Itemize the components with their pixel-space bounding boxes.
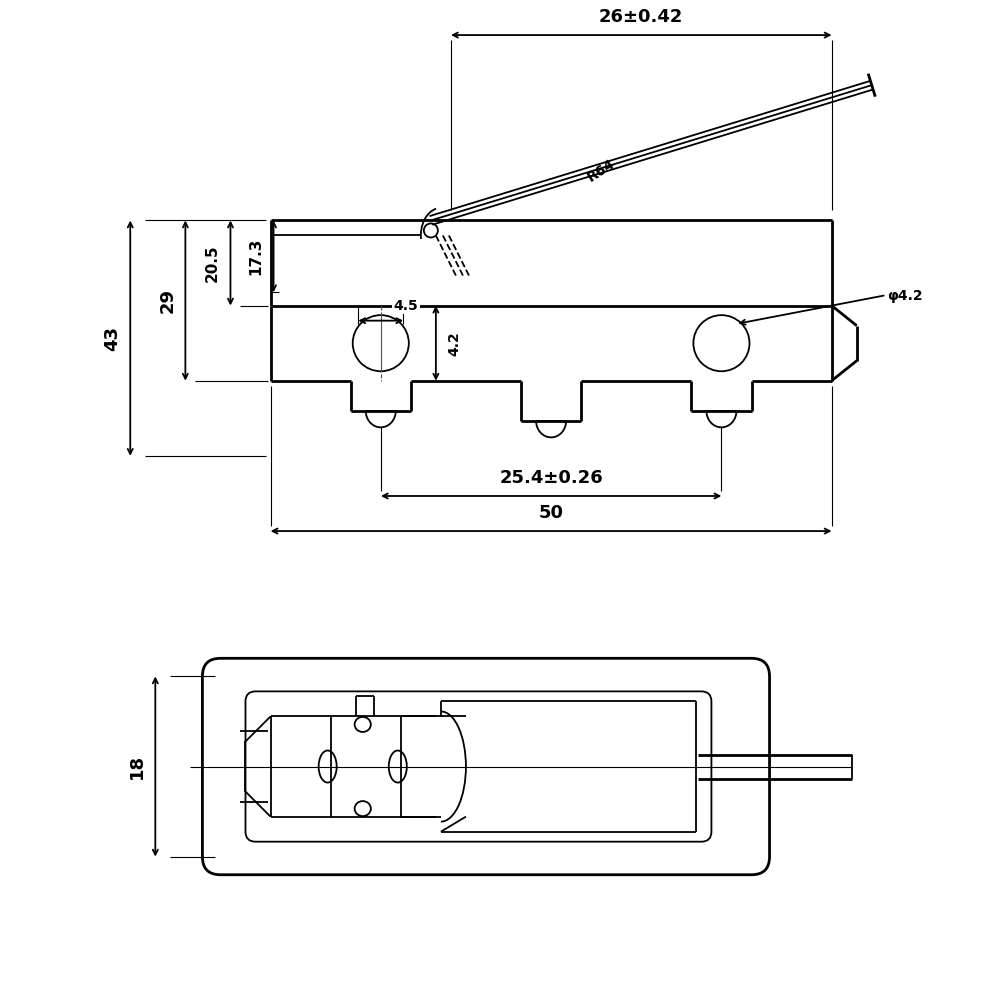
Text: 50: 50: [539, 504, 563, 522]
Text: 29: 29: [158, 289, 176, 313]
Text: R64: R64: [585, 156, 617, 184]
Text: 4.5: 4.5: [394, 299, 418, 313]
Text: 25.4±0.26: 25.4±0.26: [499, 469, 603, 487]
Text: 18: 18: [128, 754, 146, 780]
Text: 17.3: 17.3: [248, 237, 263, 276]
Text: 26±0.42: 26±0.42: [599, 8, 683, 26]
Text: 43: 43: [103, 326, 121, 351]
Text: 20.5: 20.5: [205, 244, 219, 282]
Text: 4.2: 4.2: [447, 331, 461, 356]
Text: φ4.2: φ4.2: [887, 289, 923, 303]
